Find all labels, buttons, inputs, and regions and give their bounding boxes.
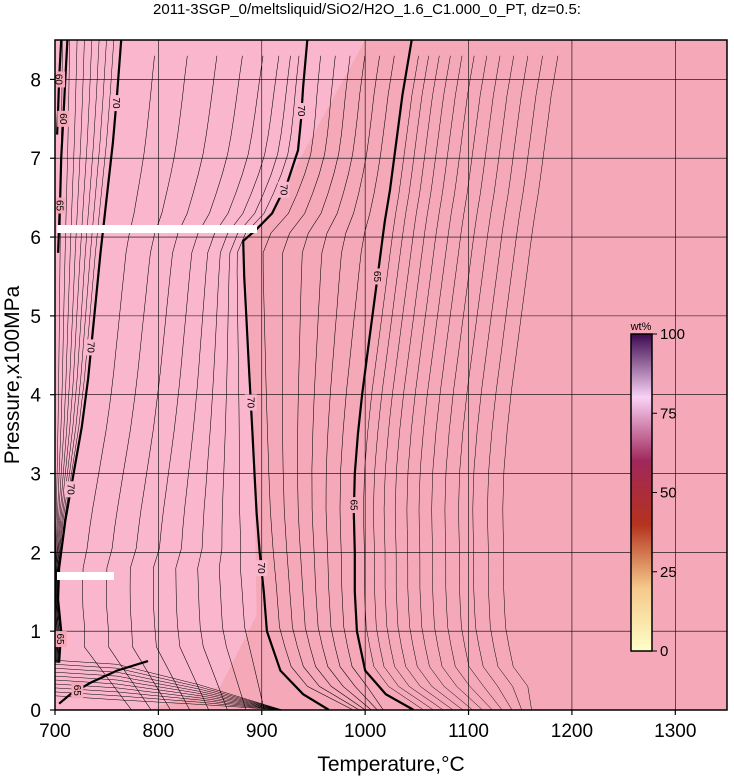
y-tick-label: 3 xyxy=(30,465,41,486)
colorbar-ticks: 0 25 50 75 100 xyxy=(652,326,685,660)
contour-label: 70 xyxy=(244,397,255,409)
thin-contour-line xyxy=(297,55,366,710)
thin-contour-line xyxy=(431,55,488,710)
thin-contour-line xyxy=(218,55,291,710)
thin-contour-line xyxy=(55,40,78,663)
contour-label-bg xyxy=(71,682,84,699)
thin-contour-line xyxy=(129,55,218,710)
thin-contour-line xyxy=(282,55,360,710)
thin-contour-line xyxy=(487,55,543,710)
thin-contour-line xyxy=(472,55,529,710)
thin-contour-line xyxy=(373,55,434,710)
contour-label-bg xyxy=(55,71,66,88)
chart-title: 2011-3SGP_0/meltsliquid/SiO2/H2O_1.6_C1.… xyxy=(153,1,581,18)
contour-label-bg xyxy=(371,268,384,285)
thin-contour-line xyxy=(56,40,85,663)
x-tick-label: 700 xyxy=(39,721,71,742)
thin-contour-line xyxy=(363,55,424,710)
thin-contour-line xyxy=(56,40,93,663)
contour-label-bg xyxy=(85,339,98,356)
contour-label-bg xyxy=(295,102,308,119)
x-tick-label: 1000 xyxy=(344,721,386,742)
thin-contour-line xyxy=(383,55,444,710)
contour-label: 65 xyxy=(71,685,82,697)
contour-labels: 70 70 70 70 70 70 70 65 65 65 60 60 65 65 xyxy=(53,71,384,699)
colorbar-tick-label: 0 xyxy=(660,643,668,660)
thin-contour-line xyxy=(311,55,372,710)
thin-contour-line xyxy=(106,55,188,710)
contour-label: 60 xyxy=(53,74,64,86)
contour-label-bg xyxy=(277,181,290,198)
contour-label-bg xyxy=(55,631,67,648)
thin-contour-line xyxy=(153,55,243,710)
contour-label: 65 xyxy=(371,271,382,283)
x-tick-label: 1200 xyxy=(551,721,593,742)
contour-label: 70 xyxy=(295,105,306,117)
thin-contour-line xyxy=(444,55,501,710)
contour-label-bg xyxy=(347,497,360,514)
x-axis-title: Temperature,°C xyxy=(317,753,464,776)
y-tick-label: 0 xyxy=(30,701,41,722)
contour-label: 65 xyxy=(53,200,64,212)
contour-label-bg xyxy=(255,560,268,577)
contour-label: 65 xyxy=(54,633,65,645)
y-tick-label: 6 xyxy=(30,228,41,249)
thin-contour-line xyxy=(325,55,380,710)
thin-contour-line xyxy=(418,55,475,710)
thin-contour-line xyxy=(262,55,354,710)
thin-contours xyxy=(55,40,559,710)
contour-label-bg xyxy=(57,110,70,127)
contour-label-bg xyxy=(110,95,123,112)
thin-contour-line xyxy=(406,55,464,710)
contour-label-bg xyxy=(244,394,257,411)
x-axis-ticks: 700 800 900 1000 1100 1200 1300 xyxy=(39,710,696,742)
x-tick-label: 1100 xyxy=(448,721,489,742)
thin-contour-line xyxy=(502,55,559,710)
x-tick-label: 900 xyxy=(246,721,278,742)
colorbar-tick-label: 50 xyxy=(660,485,677,502)
contour-label: 70 xyxy=(110,97,121,109)
contour-label-bg xyxy=(64,481,77,498)
colorbar-tick-label: 25 xyxy=(660,564,677,581)
y-tick-label: 2 xyxy=(30,543,41,564)
y-axis-title: Pressure,x100MPa xyxy=(1,285,24,464)
bold-contour-70-1 xyxy=(56,40,123,663)
colorbar-unit-label: wt% xyxy=(630,321,652,333)
contour-label: 65 xyxy=(347,499,358,511)
y-axis-ticks: 0 1 2 3 4 5 6 7 8 xyxy=(30,70,55,722)
thin-contour-line xyxy=(394,55,454,710)
y-tick-label: 8 xyxy=(30,70,41,91)
plot-area: 70 70 70 70 70 70 70 65 65 65 60 60 65 65 xyxy=(53,40,727,710)
bold-contour-70-2 xyxy=(242,40,330,710)
thin-contour-line xyxy=(175,55,264,710)
thin-contour-line xyxy=(82,55,155,710)
thin-contour-line xyxy=(197,55,280,710)
contour-label-bg xyxy=(55,197,66,214)
thin-contour-line xyxy=(339,55,395,710)
x-tick-label: 800 xyxy=(143,721,175,742)
y-tick-label: 4 xyxy=(30,386,41,407)
thin-contour-line xyxy=(236,55,300,710)
colorbar-tick-label: 75 xyxy=(660,405,677,422)
contour-label: 70 xyxy=(85,342,96,354)
white-band-upper xyxy=(57,225,257,233)
colorbar-tick-label: 100 xyxy=(660,326,685,343)
colorbar: wt% 0 25 50 75 100 xyxy=(630,321,685,660)
contour-label: 60 xyxy=(57,113,68,125)
x-tick-label: 1300 xyxy=(654,721,696,742)
contour-label: 70 xyxy=(64,484,75,496)
bold-contour-70-0 xyxy=(58,660,149,705)
y-tick-label: 1 xyxy=(30,622,41,643)
y-tick-label: 7 xyxy=(30,149,41,170)
y-tick-label: 5 xyxy=(30,307,41,328)
colorbar-gradient xyxy=(630,333,653,652)
low-temperature-field xyxy=(55,40,366,710)
contour-label: 70 xyxy=(277,184,288,196)
bold-contour-65-3 xyxy=(352,40,415,710)
plot-frame xyxy=(54,39,728,711)
contour-label: 70 xyxy=(255,563,266,575)
white-band-lower xyxy=(57,572,114,580)
